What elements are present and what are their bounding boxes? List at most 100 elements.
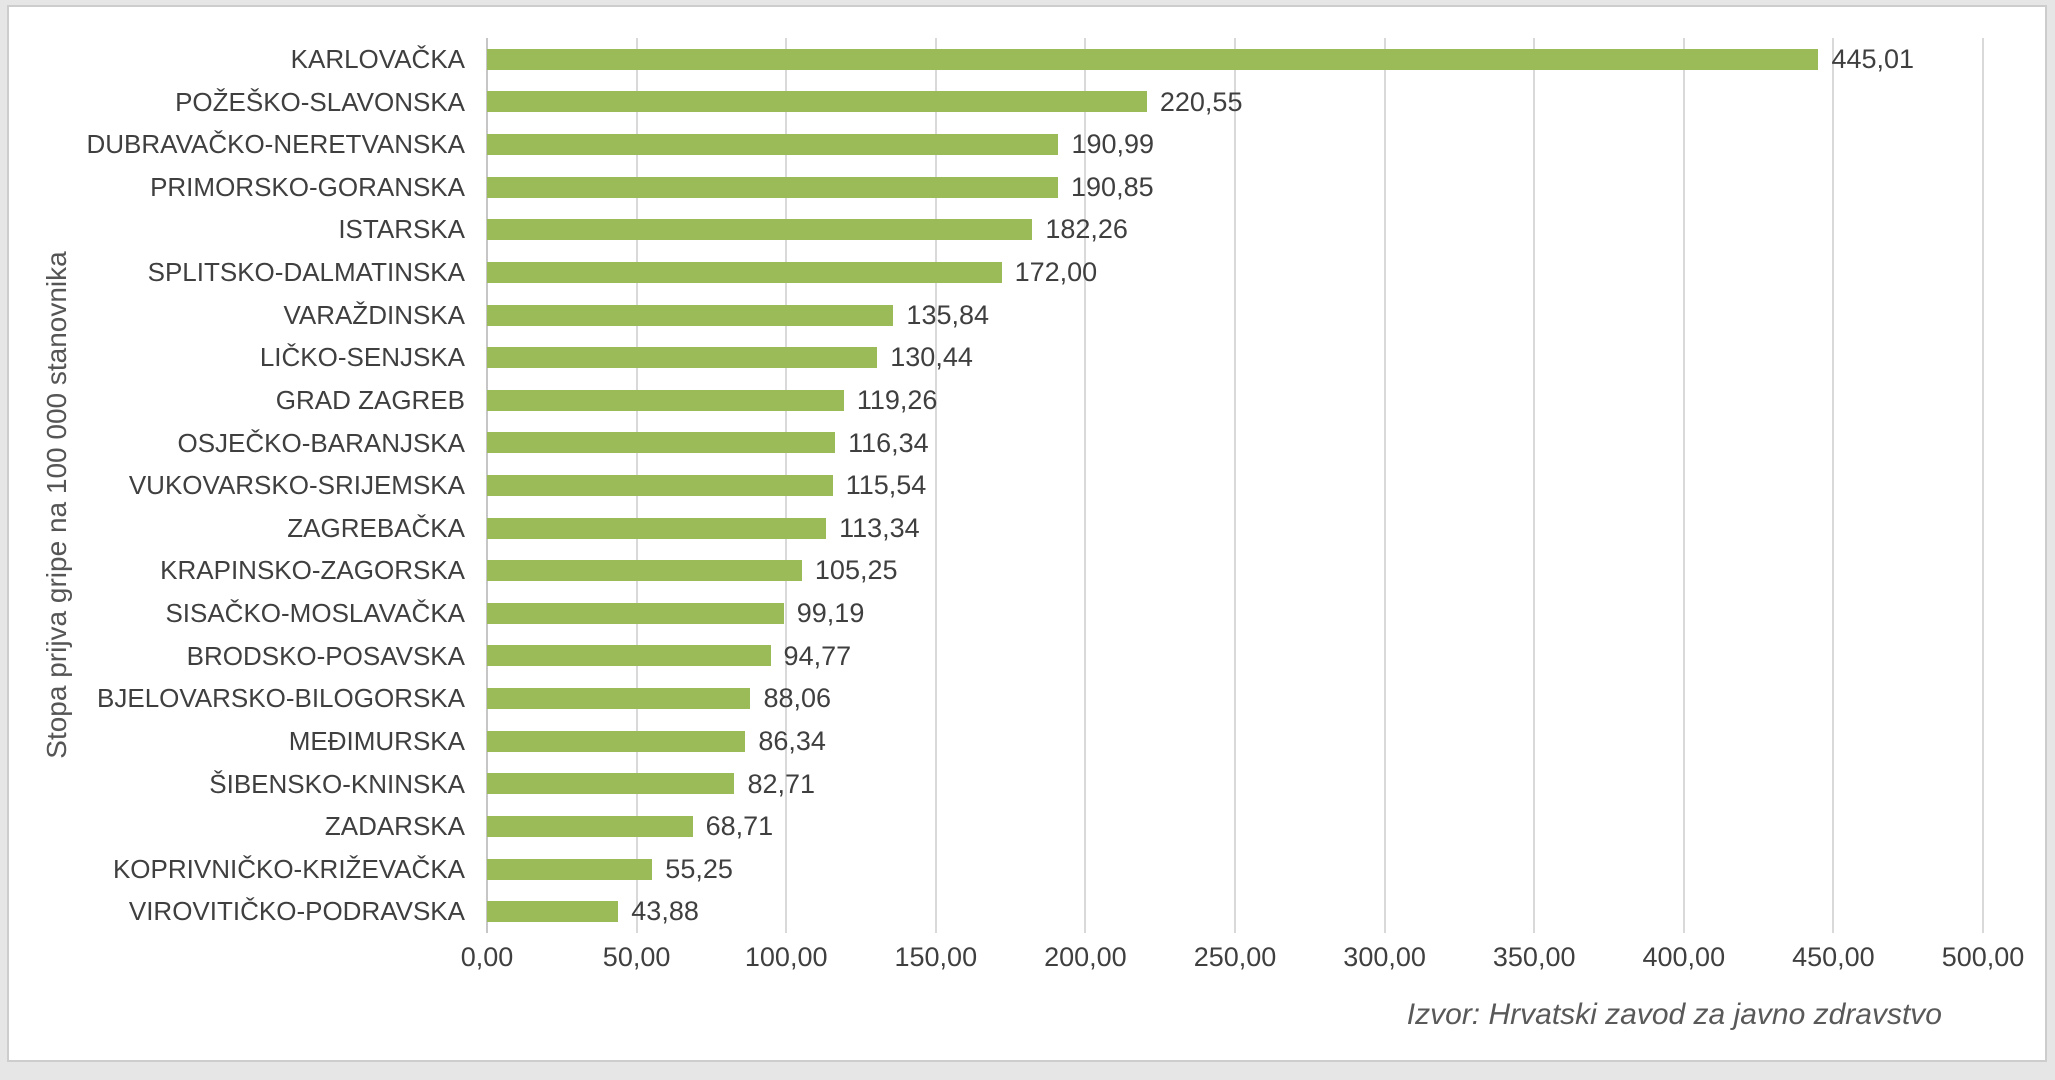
value-label: 119,26 xyxy=(856,384,938,415)
bar xyxy=(487,688,751,710)
gridline xyxy=(1234,38,1236,933)
bar xyxy=(487,347,878,369)
bar xyxy=(487,773,735,795)
value-label: 190,99 xyxy=(1071,129,1155,160)
bar xyxy=(487,474,833,496)
value-label: 43,88 xyxy=(631,896,699,927)
value-label: 220,55 xyxy=(1159,86,1243,117)
value-label: 99,19 xyxy=(796,598,865,629)
gridline xyxy=(1982,38,1984,933)
value-label: 115,54 xyxy=(845,470,927,501)
bar-row: KRAPINSKO-ZAGORSKA 105,25 xyxy=(0,549,2055,592)
bar xyxy=(487,219,1033,241)
category-label: SPLITSKO-DALMATINSKA xyxy=(147,257,465,288)
value-label: 190,85 xyxy=(1071,171,1154,202)
x-tick-label: 450,00 xyxy=(1792,942,1875,972)
category-label: GRAD ZAGREB xyxy=(275,384,465,415)
x-tick-label: 350,00 xyxy=(1492,942,1576,972)
category-label: LIČKO-SENJSKA xyxy=(259,342,465,373)
bar-row: GRAD ZAGREB 119,26 xyxy=(0,379,2055,422)
bar-row: OSJEČKO-BARANJSKA 116,34 xyxy=(0,422,2055,465)
value-label: 135,84 xyxy=(906,299,990,330)
source-note: Izvor: Hrvatski zavod za javno zdravstvo xyxy=(1406,998,1942,1031)
x-tick-label: 50,00 xyxy=(602,942,671,972)
bars-container: KARLOVAČKA 445,01 POŽEŠKO-SLAVONSKA 220,55 D… xyxy=(0,38,2055,933)
bar-row: ZAGREBAČKA 113,34 xyxy=(0,507,2055,550)
value-label: 88,06 xyxy=(763,683,832,714)
bar-row: VIROVITIČKO-PODRAVSKA 43,88 xyxy=(0,890,2055,933)
x-tick-label: 250,00 xyxy=(1193,942,1277,972)
x-tick-label: 200,00 xyxy=(1044,942,1127,972)
category-label: ŠIBENSKO-KNINSKA xyxy=(209,768,465,799)
bar xyxy=(487,389,844,411)
bar-row: DUBRAVAČKO-NERETVANSKA 190,99 xyxy=(0,123,2055,166)
bar xyxy=(487,602,784,624)
bar xyxy=(487,858,653,880)
x-tick-label: 400,00 xyxy=(1642,942,1726,972)
category-label: DUBRAVAČKO-NERETVANSKA xyxy=(86,129,465,160)
bar xyxy=(487,645,771,667)
category-label: BRODSKO-POSAVSKA xyxy=(186,640,465,671)
gridline xyxy=(1832,38,1835,933)
bar-row: LIČKO-SENJSKA 130,44 xyxy=(0,336,2055,379)
bar xyxy=(487,901,619,923)
bar-row: MEĐIMURSKA 86,34 xyxy=(0,720,2055,763)
gridline xyxy=(1682,38,1685,933)
value-label: 445,01 xyxy=(1831,44,1915,74)
bar xyxy=(487,176,1059,198)
bar-row: ŠIBENSKO-KNINSKA 82,71 xyxy=(0,763,2055,806)
bar-row: SPLITSKO-DALMATINSKA 172,00 xyxy=(0,251,2055,294)
category-label: SISAČKO-MOSLAVAČKA xyxy=(165,598,465,629)
value-label: 116,34 xyxy=(848,427,929,458)
gridline xyxy=(1084,38,1087,933)
x-tick-label: 0,00 xyxy=(460,942,514,972)
bar xyxy=(487,48,1819,70)
bar-row: ZADARSKA 68,71 xyxy=(0,805,2055,848)
value-label: 130,44 xyxy=(890,342,973,373)
x-tick-label: 300,00 xyxy=(1343,942,1426,972)
bar-row: VUKOVARSKO-SRIJEMSKA 115,54 xyxy=(0,464,2055,507)
x-tick-label: 500,00 xyxy=(1941,942,2025,972)
value-label: 86,34 xyxy=(758,725,826,756)
value-label: 55,25 xyxy=(665,853,733,884)
bar xyxy=(487,134,1059,156)
value-label: 82,71 xyxy=(747,768,816,799)
gridline xyxy=(934,38,937,933)
category-label: PRIMORSKO-GORANSKA xyxy=(150,171,465,202)
gridline xyxy=(1383,38,1386,933)
bar-row: PRIMORSKO-GORANSKA 190,85 xyxy=(0,166,2055,209)
bar xyxy=(487,730,746,752)
category-label: KRAPINSKO-ZAGORSKA xyxy=(160,555,465,586)
bar-row: VARAŽDINSKA 135,84 xyxy=(0,294,2055,337)
category-label: KARLOVAČKA xyxy=(290,44,465,74)
value-label: 113,34 xyxy=(839,512,920,543)
bar xyxy=(487,432,836,454)
bar-row: BJELOVARSKO-BILOGORSKA 88,06 xyxy=(0,677,2055,720)
bar xyxy=(487,91,1147,113)
category-label: VIROVITIČKO-PODRAVSKA xyxy=(128,896,465,927)
category-label: VUKOVARSKO-SRIJEMSKA xyxy=(128,470,465,501)
y-axis-title: Stopa prijva gripe na 100 000 stanovnika xyxy=(41,251,72,759)
value-label: 105,25 xyxy=(814,555,898,586)
bar xyxy=(487,517,827,539)
gridline xyxy=(1533,38,1536,933)
category-label: ZADARSKA xyxy=(324,811,465,842)
category-label: KOPRIVNIČKO-KRIŽEVAČKA xyxy=(112,853,465,884)
bar xyxy=(487,560,802,582)
value-label: 68,71 xyxy=(705,811,774,842)
category-label: OSJEČKO-BARANJSKA xyxy=(177,427,465,458)
category-label: MEĐIMURSKA xyxy=(288,725,465,756)
category-label: BJELOVARSKO-BILOGORSKA xyxy=(97,683,465,714)
bar-row: SISAČKO-MOSLAVAČKA 99,19 xyxy=(0,592,2055,635)
x-tick-label: 100,00 xyxy=(744,942,828,972)
bar-row: BRODSKO-POSAVSKA 94,77 xyxy=(0,635,2055,678)
x-tick-label: 150,00 xyxy=(894,942,978,972)
bar xyxy=(487,261,1002,283)
value-label: 182,26 xyxy=(1045,214,1128,245)
value-label: 172,00 xyxy=(1014,257,1098,288)
bar-row: KARLOVAČKA 445,01 xyxy=(0,38,2055,81)
category-label: VARAŽDINSKA xyxy=(283,299,465,330)
category-label: POŽEŠKO-SLAVONSKA xyxy=(175,86,465,117)
bar-row: POŽEŠKO-SLAVONSKA 220,55 xyxy=(0,81,2055,124)
